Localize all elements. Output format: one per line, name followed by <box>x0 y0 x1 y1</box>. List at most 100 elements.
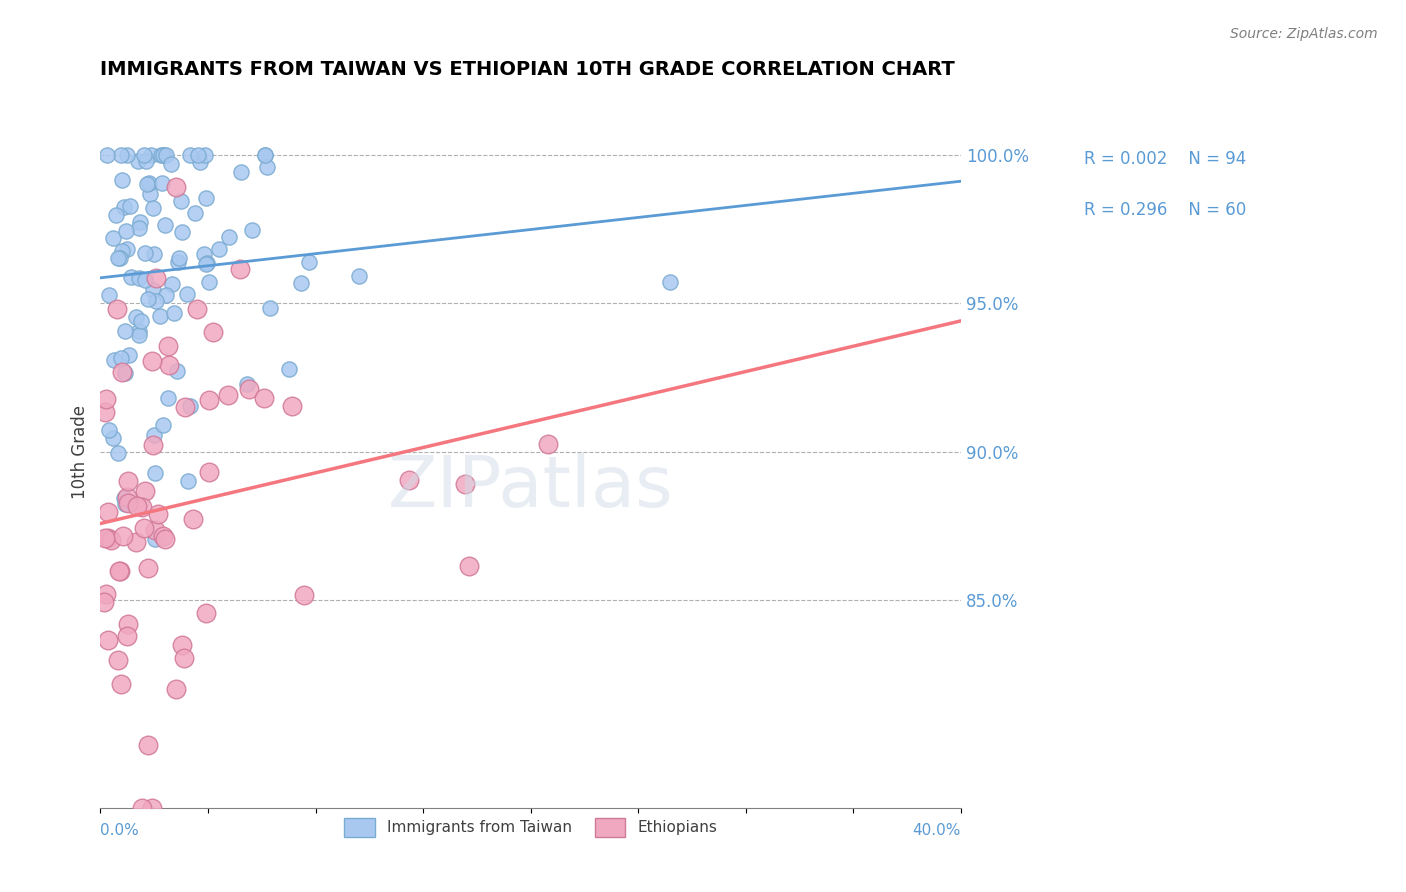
Point <box>127 153 149 168</box>
Point <box>253 148 276 162</box>
Point <box>125 310 148 325</box>
Point <box>155 148 177 162</box>
Point <box>195 257 218 271</box>
Point <box>117 617 139 632</box>
Point <box>187 148 209 162</box>
Point <box>184 205 207 219</box>
Point <box>134 273 156 287</box>
Point <box>537 437 560 451</box>
Point <box>117 474 139 488</box>
Point <box>157 358 180 372</box>
Point <box>128 271 150 285</box>
Point <box>107 446 129 460</box>
Point <box>167 251 190 265</box>
Point <box>240 223 263 237</box>
Y-axis label: 10th Grade: 10th Grade <box>72 405 89 499</box>
Point <box>98 288 121 302</box>
Point <box>136 739 159 753</box>
Point <box>136 292 159 306</box>
Point <box>202 326 225 340</box>
Point <box>127 499 149 513</box>
Point <box>156 391 179 405</box>
Point <box>195 607 218 621</box>
Point <box>152 417 174 432</box>
Point <box>156 339 179 353</box>
Point <box>163 305 186 319</box>
Text: Source: ZipAtlas.com: Source: ZipAtlas.com <box>1230 27 1378 41</box>
Point <box>108 564 131 578</box>
Point <box>149 148 172 162</box>
Point <box>238 382 260 396</box>
Point <box>155 288 177 302</box>
Text: 40.0%: 40.0% <box>912 822 960 838</box>
Point <box>100 533 122 548</box>
Point <box>150 177 173 191</box>
Point <box>142 427 165 442</box>
Point <box>141 353 163 368</box>
Point <box>193 247 215 261</box>
Point <box>160 277 183 291</box>
Point <box>259 301 281 316</box>
Point <box>198 392 221 407</box>
Point <box>110 677 132 691</box>
Point <box>179 148 201 162</box>
Bar <box>1036 176 1076 250</box>
Text: R = 0.002    N = 94: R = 0.002 N = 94 <box>1084 150 1246 169</box>
Bar <box>1036 125 1076 199</box>
Point <box>120 270 142 285</box>
Point <box>114 224 136 238</box>
Point <box>98 423 121 437</box>
Legend: Immigrants from Taiwan, Ethiopians: Immigrants from Taiwan, Ethiopians <box>337 812 724 843</box>
Point <box>457 558 479 573</box>
Point <box>132 521 155 535</box>
Point <box>125 535 148 549</box>
Text: R = 0.296    N = 60: R = 0.296 N = 60 <box>1084 201 1246 219</box>
Point <box>114 325 136 339</box>
Point <box>97 531 120 545</box>
Point <box>231 165 253 179</box>
Point <box>101 432 124 446</box>
Point <box>132 148 155 162</box>
Point <box>101 231 124 245</box>
Point <box>97 505 120 519</box>
Point <box>114 497 136 511</box>
Point <box>93 595 115 609</box>
Point <box>153 218 176 232</box>
Point <box>194 191 217 205</box>
Point <box>136 560 159 574</box>
Point <box>131 500 153 514</box>
Point <box>143 523 166 537</box>
Point <box>110 252 132 266</box>
Point <box>142 438 165 452</box>
Point <box>253 391 276 405</box>
Point <box>114 366 136 380</box>
Point <box>94 532 117 546</box>
Point <box>128 324 150 338</box>
Point <box>256 160 278 174</box>
Point <box>112 200 135 214</box>
Point <box>160 157 183 171</box>
Point <box>128 328 150 343</box>
Point <box>142 201 165 215</box>
Point <box>107 653 129 667</box>
Point <box>145 270 167 285</box>
Point <box>172 638 194 652</box>
Point <box>165 681 187 696</box>
Point <box>134 484 156 499</box>
Point <box>103 353 125 368</box>
Point <box>290 277 312 291</box>
Point <box>188 154 211 169</box>
Point <box>176 286 198 301</box>
Point <box>235 377 257 392</box>
Point <box>174 401 197 415</box>
Point <box>149 310 172 324</box>
Point <box>141 801 163 815</box>
Point <box>110 148 132 162</box>
Point <box>104 208 127 222</box>
Point <box>142 247 165 261</box>
Point <box>134 245 156 260</box>
Point <box>107 251 129 265</box>
Point <box>181 512 204 526</box>
Point <box>198 465 221 479</box>
Point <box>138 176 160 190</box>
